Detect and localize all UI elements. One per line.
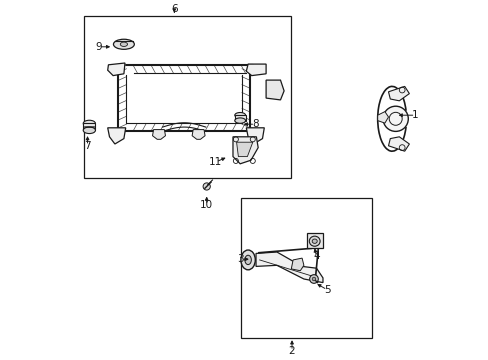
- Text: 7: 7: [84, 141, 91, 151]
- Polygon shape: [291, 258, 303, 271]
- Ellipse shape: [309, 236, 320, 246]
- Polygon shape: [246, 128, 264, 144]
- Polygon shape: [256, 252, 322, 283]
- Polygon shape: [387, 137, 408, 151]
- Text: 3: 3: [237, 254, 244, 264]
- Polygon shape: [107, 63, 125, 76]
- Bar: [234, 115, 245, 121]
- Polygon shape: [236, 142, 252, 157]
- Text: 9: 9: [95, 42, 102, 52]
- Ellipse shape: [244, 255, 251, 265]
- Ellipse shape: [113, 39, 134, 49]
- Circle shape: [203, 183, 210, 190]
- Ellipse shape: [234, 112, 245, 118]
- Polygon shape: [232, 137, 258, 164]
- Polygon shape: [192, 130, 204, 139]
- Circle shape: [382, 106, 407, 131]
- Ellipse shape: [120, 42, 127, 46]
- Text: 1: 1: [411, 110, 418, 120]
- Bar: [306, 233, 322, 248]
- Polygon shape: [265, 80, 284, 100]
- Ellipse shape: [83, 127, 95, 134]
- Circle shape: [311, 277, 315, 281]
- Text: 8: 8: [251, 119, 258, 129]
- Polygon shape: [387, 86, 408, 101]
- Bar: [83, 123, 95, 130]
- Polygon shape: [152, 130, 165, 139]
- Text: 4: 4: [312, 251, 319, 261]
- Text: 5: 5: [324, 285, 330, 295]
- Text: 2: 2: [288, 346, 295, 356]
- Ellipse shape: [241, 250, 255, 270]
- Polygon shape: [246, 64, 265, 76]
- Bar: [241, 198, 371, 338]
- Bar: [84, 16, 291, 178]
- Ellipse shape: [311, 239, 317, 243]
- Ellipse shape: [83, 120, 95, 127]
- Circle shape: [309, 275, 318, 283]
- Text: 10: 10: [200, 200, 213, 210]
- Text: 6: 6: [171, 4, 177, 14]
- Polygon shape: [107, 128, 125, 144]
- Text: 11: 11: [209, 157, 222, 167]
- Ellipse shape: [234, 118, 245, 123]
- Polygon shape: [377, 112, 387, 123]
